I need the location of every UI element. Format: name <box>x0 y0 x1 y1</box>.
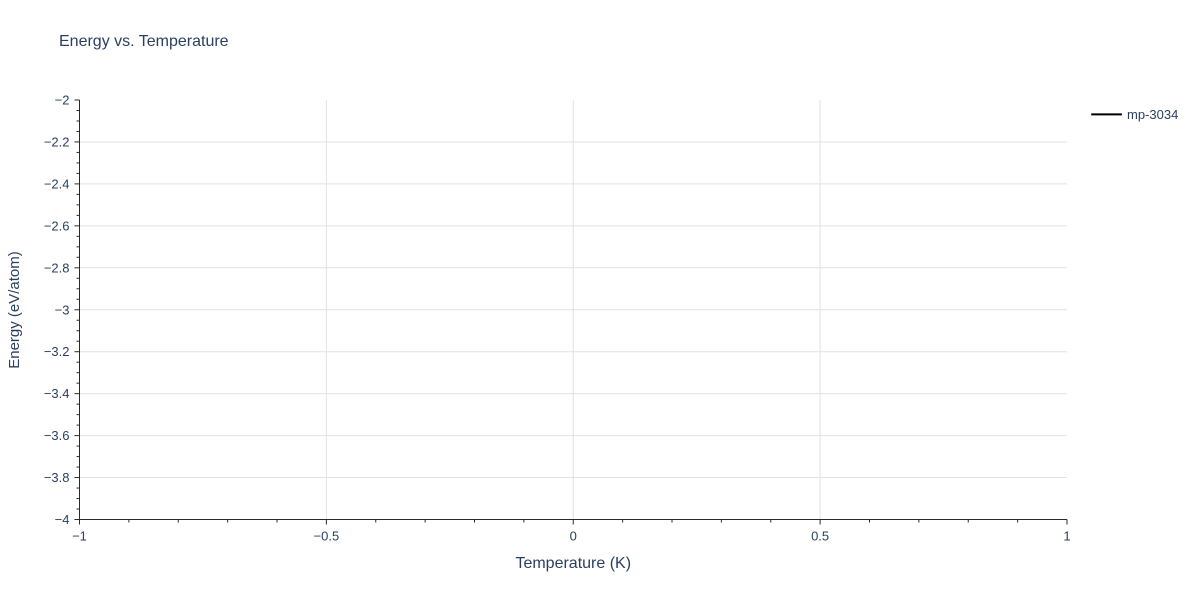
svg-text:mp-3034: mp-3034 <box>1127 107 1178 122</box>
svg-text:−3.4: −3.4 <box>44 386 70 401</box>
svg-text:−0.5: −0.5 <box>314 529 340 544</box>
svg-text:−2.6: −2.6 <box>44 218 70 233</box>
svg-text:0: 0 <box>570 529 577 544</box>
svg-text:0.5: 0.5 <box>811 529 829 544</box>
svg-text:−2.2: −2.2 <box>44 134 70 149</box>
svg-text:−2.8: −2.8 <box>44 260 70 275</box>
svg-text:−3: −3 <box>55 302 70 317</box>
svg-text:−2.4: −2.4 <box>44 176 70 191</box>
svg-text:−3.2: −3.2 <box>44 344 70 359</box>
svg-text:−3.6: −3.6 <box>44 428 70 443</box>
svg-text:−3.8: −3.8 <box>44 470 70 485</box>
svg-text:1: 1 <box>1063 529 1070 544</box>
svg-text:−4: −4 <box>55 512 70 527</box>
svg-text:−2: −2 <box>55 93 70 108</box>
svg-text:−1: −1 <box>72 529 87 544</box>
